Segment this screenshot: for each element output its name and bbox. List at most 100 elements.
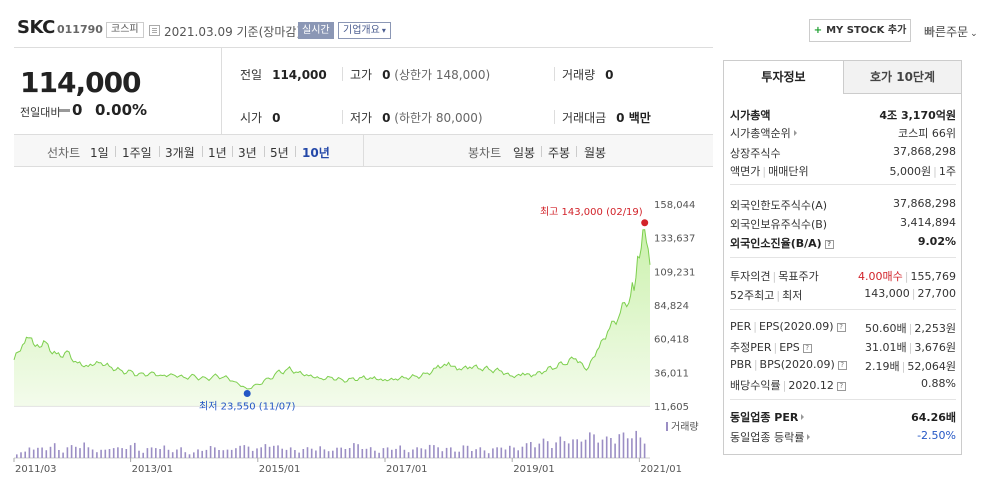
y-tick-label: 133,637 bbox=[654, 234, 695, 245]
volume-bar bbox=[289, 447, 292, 458]
tab-1week[interactable]: 1주일 bbox=[122, 146, 152, 160]
foreign-ratio-text: 외국인소진율(B/A) bbox=[730, 237, 822, 250]
volume-bar bbox=[121, 448, 123, 458]
volume-bar bbox=[260, 447, 262, 458]
volume-bar bbox=[618, 434, 621, 458]
calendar-icon bbox=[149, 25, 160, 36]
volume-bar bbox=[445, 447, 448, 458]
volume-bar bbox=[567, 443, 570, 458]
dividend-label: 배당수익률 | 2020.12? bbox=[730, 377, 846, 393]
tab-investment-info[interactable]: 투자정보 bbox=[724, 61, 843, 94]
volume-bar bbox=[243, 445, 246, 458]
low-label: 저가 bbox=[350, 111, 373, 125]
divider bbox=[342, 67, 343, 81]
market-cap-rank-row: 시가총액순위 코스피 66위 bbox=[730, 123, 956, 141]
volume-bar bbox=[403, 449, 406, 458]
tab-orderbook-10[interactable]: 호가 10단계 bbox=[843, 61, 961, 94]
price-summary: 114,000 전일대비 0 0.00% 전일 114,000 고가 0 (상한가 … bbox=[14, 47, 713, 135]
volume-bar bbox=[201, 450, 203, 458]
add-mystock-button[interactable]: + MY STOCK 추가 bbox=[809, 19, 911, 42]
price-chart[interactable]: 거래량 158,044 133,637 109,231 84,824 60,418 36,… bbox=[0, 168, 715, 483]
volume-bar bbox=[357, 444, 359, 458]
volume-bar bbox=[450, 447, 452, 458]
divider bbox=[202, 146, 203, 157]
par-value-label: 액면가 | 매매단위 bbox=[730, 163, 809, 179]
tab-daily-candle[interactable]: 일봉 bbox=[513, 146, 536, 160]
volume-bar bbox=[235, 448, 237, 458]
volume-bar bbox=[100, 449, 102, 458]
volume-bar bbox=[597, 442, 599, 458]
dividend-row: 배당수익률 | 2020.12? 0.88% bbox=[730, 375, 956, 393]
tab-10year[interactable]: 10년 bbox=[302, 146, 330, 160]
52week-value: 143,000 | 27,700 bbox=[864, 287, 956, 300]
volume-bar bbox=[555, 442, 557, 458]
tab-weekly-candle[interactable]: 주봉 bbox=[548, 146, 571, 160]
help-icon[interactable]: ? bbox=[836, 323, 846, 332]
sector-per-row: 동일업종 PER 64.26배 bbox=[730, 407, 956, 425]
52week-high-text: 52주최고 bbox=[730, 289, 775, 302]
market-cap-rank-text: 시가총액순위 bbox=[730, 127, 791, 140]
open-value: 0 bbox=[272, 111, 281, 125]
volume-bar bbox=[631, 438, 633, 458]
volume-bar bbox=[32, 449, 35, 458]
volume-bar bbox=[563, 441, 566, 458]
tab-5year[interactable]: 5년 bbox=[270, 146, 289, 160]
trade-amount-value: 0 백만 bbox=[616, 111, 651, 125]
sector-per-value: 64.26배 bbox=[911, 411, 956, 424]
high-point-marker bbox=[641, 219, 649, 227]
volume-bar bbox=[521, 446, 524, 458]
foreign-holding-label: 외국인보유주식수(B) bbox=[730, 218, 828, 231]
52week-high-value: 143,000 bbox=[864, 287, 910, 300]
separator: | bbox=[904, 270, 909, 283]
market-cap-row: 시가총액 4조 3,170억원 bbox=[730, 105, 956, 123]
volume-bar bbox=[517, 450, 519, 458]
chevron-down-icon: ▾ bbox=[381, 26, 386, 35]
tab-3year[interactable]: 3년 bbox=[238, 146, 257, 160]
tab-1year[interactable]: 1년 bbox=[208, 146, 227, 160]
company-overview-dropdown[interactable]: 기업개요 ▾ bbox=[338, 22, 391, 39]
volume-bar bbox=[365, 448, 368, 458]
foreign-ratio-row: 외국인소진율(B/A)? 9.02% bbox=[730, 233, 956, 251]
dividend-value: 0.88% bbox=[921, 377, 956, 390]
current-price-box: 114,000 전일대비 0 0.00% bbox=[14, 48, 222, 134]
separator: | bbox=[753, 358, 758, 371]
volume-bar bbox=[492, 448, 494, 458]
sector-per-text: 동일업종 PER bbox=[730, 411, 799, 424]
volume-bar bbox=[509, 445, 511, 458]
volume-bar bbox=[91, 449, 94, 458]
prev-close-label: 전일 bbox=[240, 68, 263, 82]
volume-bar bbox=[378, 452, 380, 458]
help-icon[interactable]: ? bbox=[836, 382, 846, 391]
bps-text: BPS(2020.09) bbox=[759, 358, 835, 371]
volume-bar bbox=[513, 447, 515, 458]
separator: | bbox=[901, 360, 906, 373]
volume-bar bbox=[256, 448, 258, 458]
foreign-ratio-label: 외국인소진율(B/A)? bbox=[730, 235, 834, 251]
volume-bar bbox=[155, 448, 157, 458]
volume-bar bbox=[386, 447, 389, 458]
help-icon[interactable]: ? bbox=[837, 361, 847, 370]
chart-period-tabs: 선차트 1일 1주일 3개월 1년 3년 5년 10년 봉차트 일봉 주봉 월봉 bbox=[14, 135, 713, 167]
divider bbox=[342, 110, 343, 124]
volume-bar bbox=[302, 449, 305, 458]
tab-3month[interactable]: 3개월 bbox=[165, 146, 195, 160]
low-price: 저가 0 (하한가 80,000) bbox=[350, 109, 483, 126]
divider bbox=[730, 309, 956, 310]
52week-row: 52주최고 | 최저 143,000 | 27,700 bbox=[730, 285, 956, 303]
info-tabs: 투자정보 호가 10단계 bbox=[724, 61, 961, 94]
volume-bar bbox=[209, 446, 212, 458]
volume-bar bbox=[593, 434, 595, 458]
help-icon[interactable]: ? bbox=[802, 344, 812, 353]
per-text: PER bbox=[730, 320, 752, 333]
separator: | bbox=[776, 289, 781, 302]
volume-bar bbox=[605, 436, 608, 458]
volume-bar bbox=[193, 452, 195, 458]
par-value-row: 액면가 | 매매단위 5,000원 | 1주 bbox=[730, 161, 956, 179]
realtime-button[interactable]: 실시간 bbox=[298, 22, 334, 39]
stock-name: SKC bbox=[17, 17, 55, 38]
help-icon[interactable]: ? bbox=[824, 240, 834, 249]
tab-monthly-candle[interactable]: 월봉 bbox=[584, 146, 607, 160]
52week-label: 52주최고 | 최저 bbox=[730, 287, 802, 303]
tab-1day[interactable]: 1일 bbox=[90, 146, 109, 160]
quick-order-link[interactable]: 빠른주문 ⌄ bbox=[924, 23, 978, 40]
